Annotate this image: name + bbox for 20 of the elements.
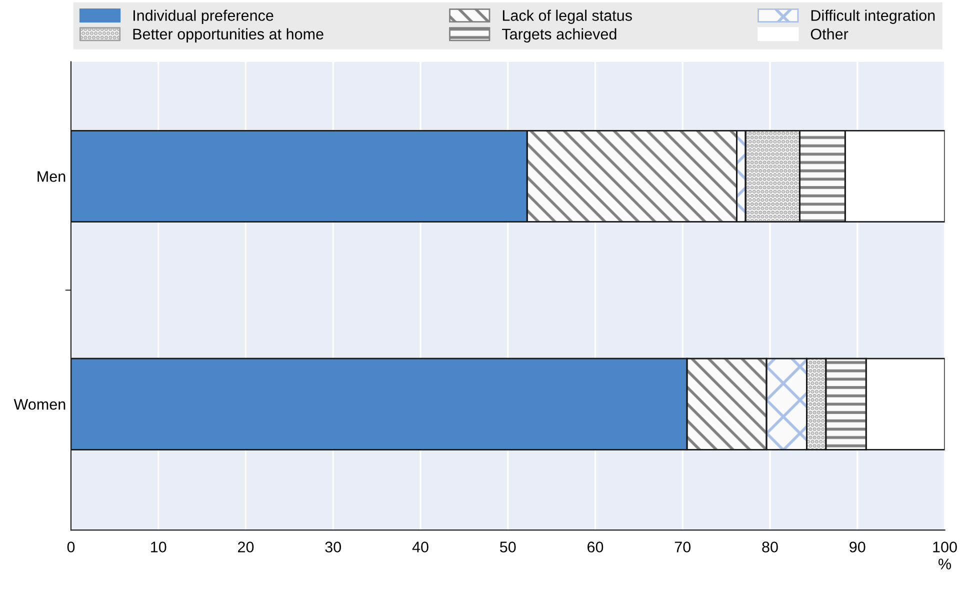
x-tick-label: 20 — [238, 542, 254, 552]
legend-label: Targets achieved — [502, 28, 616, 43]
x-tick-label: 80 — [762, 542, 778, 552]
legend-label: Lack of legal status — [502, 10, 632, 24]
legend-label: Difficult integration — [811, 10, 935, 24]
x-tick-label: 10 — [151, 542, 166, 552]
y-tick-label: Men — [38, 171, 66, 182]
x-tick-label: 70 — [674, 542, 691, 552]
legend-label: Better opportunities at home — [133, 28, 324, 43]
x-tick-label: 100 — [933, 542, 957, 552]
legend-label: Individual preference — [134, 10, 274, 24]
x-tick-label: 0 — [67, 542, 75, 552]
x-tick-label: 90 — [850, 542, 866, 552]
legend-label: Other — [810, 28, 848, 40]
x-tick-label: 40 — [412, 542, 428, 552]
x-tick-label: 60 — [588, 542, 604, 552]
x-tick-label: 50 — [500, 542, 516, 552]
x-axis-title: % — [938, 558, 952, 570]
y-tick-label: Women — [14, 399, 66, 410]
x-tick-label: 30 — [325, 542, 342, 552]
